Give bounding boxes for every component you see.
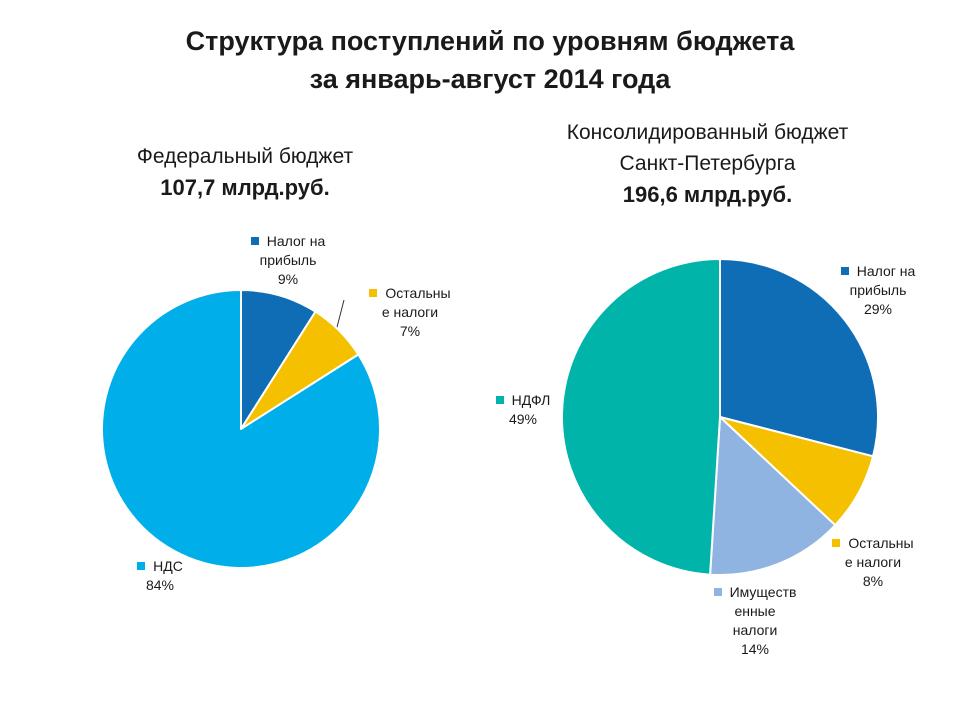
label-text: НДФЛ [511, 392, 551, 408]
pie-1-slice-0 [719, 258, 879, 458]
pie-0-slice-0 [240, 289, 317, 430]
legend-swatch [495, 396, 504, 404]
pie-0-label-2: НДС 84% [115, 557, 205, 595]
label-percent: 29% [863, 301, 893, 317]
legend-swatch [840, 267, 849, 275]
label-text: е налоги [381, 304, 439, 320]
federal-amount: 107,7 млрд.руб. [160, 175, 330, 200]
federal-name: Федеральный бюджет [136, 145, 354, 168]
pie-1-slice-3 [560, 258, 721, 576]
label-text: прибыль [259, 252, 317, 268]
label-text: прибыль [849, 282, 907, 298]
label-text: е налоги [844, 554, 902, 570]
label-text: Имуществ [729, 584, 797, 600]
legend-swatch [369, 289, 378, 297]
chart-main-title: Структура поступлений по уровням бюджета… [0, 22, 960, 98]
pie-0-label-1: Остальны е налоги 7% [355, 284, 465, 341]
spb-amount: 196,6 млрд.руб. [622, 182, 793, 207]
label-percent: 84% [145, 577, 175, 593]
legend-swatch [713, 588, 722, 596]
legend-swatch [832, 539, 841, 547]
pie-1-label-3: НДФЛ 49% [478, 391, 568, 429]
label-percent: 7% [399, 323, 421, 339]
pie-1-label-2: Имуществ енные налоги 14% [695, 583, 815, 659]
label-text: Остальны [848, 535, 914, 551]
spb-subtitle: Консолидированный бюджет Санкт-Петербург… [520, 117, 895, 210]
spb-name-line-2: Санкт-Петербурга [619, 152, 796, 175]
label-text: Налог на [856, 263, 916, 279]
label-text: енные [734, 603, 776, 619]
title-line-2: за январь-август 2014 года [309, 64, 671, 94]
label-text: налоги [732, 622, 778, 638]
label-text: Остальны [385, 285, 451, 301]
label-text: Налог на [266, 233, 326, 249]
pie-1-label-1: Остальны е налоги 8% [818, 534, 928, 591]
label-percent: 9% [277, 271, 299, 287]
pie-1-label-0: Налог на прибыль 29% [823, 262, 933, 319]
legend-swatch [250, 237, 259, 245]
spb-name-line-1: Консолидированный бюджет [566, 121, 849, 144]
legend-swatch [137, 562, 146, 570]
label-percent: 49% [508, 411, 538, 427]
federal-subtitle: Федеральный бюджет 107,7 млрд.руб. [95, 141, 395, 203]
pie-0-label-0: Налог на прибыль 9% [228, 232, 348, 289]
pie-0-slice-2 [101, 289, 381, 569]
label-percent: 8% [862, 573, 884, 589]
label-text: НДС [153, 558, 183, 574]
title-line-1: Структура поступлений по уровням бюджета [185, 26, 795, 56]
pie-0-leader-line-0 [335, 299, 345, 332]
pie-1-slice-2 [709, 416, 837, 577]
label-percent: 14% [740, 641, 770, 657]
